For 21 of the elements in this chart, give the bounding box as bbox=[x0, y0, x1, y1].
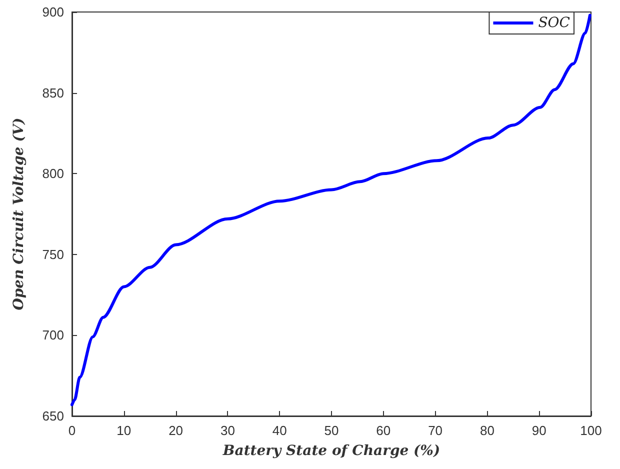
x-axis-title: Battery State of Charge (%) bbox=[222, 443, 440, 459]
y-tick-label: 750 bbox=[42, 246, 64, 262]
line-series bbox=[70, 14, 592, 406]
x-tick-label: 40 bbox=[272, 423, 287, 438]
x-tick-label: 90 bbox=[532, 423, 546, 438]
y-tick-label: 850 bbox=[42, 85, 64, 100]
y-axis-title: Open Circuit Voltage (V) bbox=[11, 118, 27, 310]
x-tick-label: 70 bbox=[428, 423, 443, 438]
x-tick-label: 30 bbox=[220, 423, 235, 438]
x-tick-label: 0 bbox=[68, 423, 76, 438]
y-tick-label: 800 bbox=[42, 166, 64, 182]
x-tick-label: 20 bbox=[168, 423, 184, 438]
x-tick-label: 100 bbox=[580, 423, 602, 438]
x-tick-label: 60 bbox=[376, 423, 391, 438]
legend-label: SOC bbox=[538, 15, 570, 31]
y-tick-label: 700 bbox=[42, 328, 64, 343]
x-tick-label: 10 bbox=[116, 423, 132, 438]
y-tick-label: 650 bbox=[42, 408, 64, 424]
y-tick-label: 900 bbox=[42, 4, 64, 20]
x-tick-label: 50 bbox=[324, 423, 339, 438]
x-tick-label: 80 bbox=[480, 423, 494, 438]
